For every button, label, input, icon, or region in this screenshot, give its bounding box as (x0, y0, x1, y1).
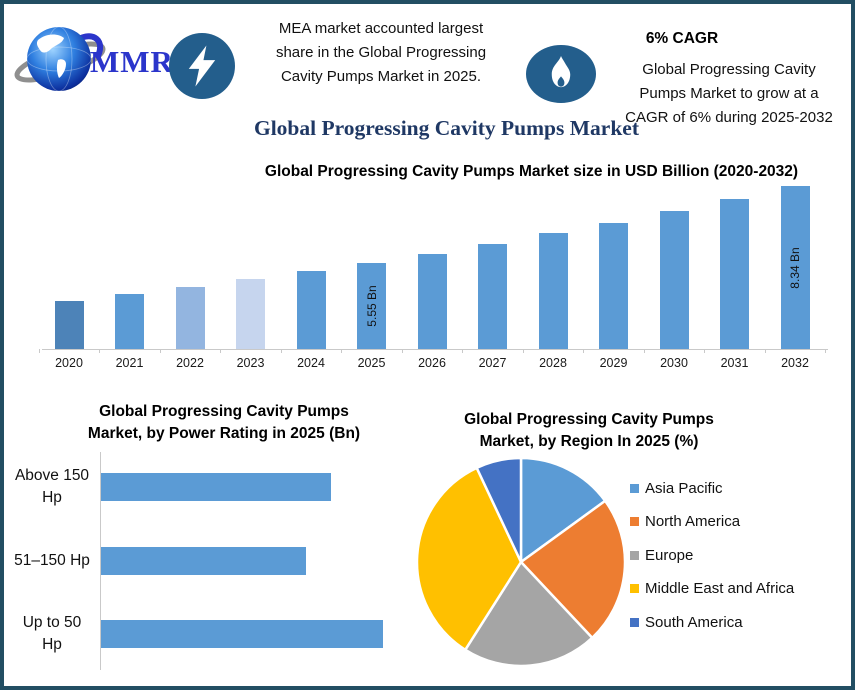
mmr-logo: MMR (14, 16, 174, 108)
bar-2028 (538, 233, 568, 349)
bar-value-label-2032: 8.34 Bn (788, 246, 802, 289)
main-chart-title: Global Progressing Cavity Pumps Market s… (264, 163, 799, 180)
x-label-2029: 2029 (599, 356, 628, 370)
legend-label: Middle East and Africa (645, 580, 795, 597)
pie-slice-north-america (519, 499, 627, 640)
flame-icon (551, 56, 571, 88)
legend-label: Asia Pacific (645, 479, 723, 497)
power-chart-title: Global Progressing Cavity Pumps Market, … (87, 403, 361, 442)
x-label-2025: 2025 (357, 356, 386, 370)
legend-label: South America (645, 613, 743, 631)
main-chart-x-axis (42, 349, 828, 350)
legend-item-middle-east-and-africa: Middle East and Africa (630, 580, 794, 598)
cagr-text: Global Progressing Cavity Pumps Market t… (625, 61, 833, 126)
legend-item-south-america: South America (630, 613, 743, 631)
bar-value-label-2025: 5.55 Bn (364, 285, 379, 327)
x-label-2028: 2028 (539, 356, 567, 370)
pie-slice-asia-pacific (519, 456, 607, 564)
h-bar-label-1: Above 150 Hp (14, 467, 90, 506)
legend-swatch (630, 483, 639, 493)
axis-tick (220, 349, 221, 353)
axis-tick (825, 349, 826, 353)
x-label-2027: 2027 (478, 356, 507, 370)
x-label-2026: 2026 (418, 356, 446, 370)
globe-icon (14, 26, 106, 92)
x-label-2023: 2023 (236, 356, 265, 370)
cagr-heading: 6% CAGR (645, 30, 719, 47)
axis-tick (643, 349, 645, 353)
h-bar-3 (101, 620, 383, 648)
logo-wordmark: MMR (90, 44, 174, 79)
bar-2027 (478, 243, 507, 349)
bar-2025 (357, 262, 386, 349)
x-label-2021: 2021 (115, 356, 144, 370)
bar-2024 (296, 271, 326, 349)
pie-slice-europe (464, 560, 594, 668)
x-label-2031: 2031 (720, 356, 749, 370)
x-label-2024: 2024 (297, 356, 325, 370)
legend-item-north-america: North America (630, 513, 740, 531)
axis-tick (462, 349, 463, 353)
legend-item-europe: Europe (630, 546, 693, 564)
axis-tick (280, 349, 282, 353)
axis-tick (341, 349, 342, 353)
legend-swatch (630, 517, 639, 526)
x-label-2020: 2020 (55, 356, 83, 370)
lightning-icon (188, 45, 216, 87)
h-bar-label-3: Up to 50 Hp (22, 614, 82, 653)
axis-tick (583, 349, 584, 353)
stat-mea-text: MEA market accounted largest share in th… (275, 20, 487, 85)
power-chart-y-axis (100, 452, 101, 670)
axis-tick (38, 349, 40, 353)
lightning-badge (169, 33, 235, 99)
pie-slice-south-america (475, 456, 523, 564)
pie-slice-middle-east-and-africa (415, 466, 523, 652)
region-pie (415, 456, 627, 668)
x-label-2022: 2022 (176, 356, 204, 370)
axis-tick (99, 349, 100, 353)
legend-swatch (630, 550, 639, 560)
axis-tick (704, 349, 705, 353)
axis-tick (522, 349, 524, 353)
bar-2030 (659, 210, 689, 349)
axis-tick (159, 349, 161, 353)
x-label-2032: 2032 (781, 356, 809, 370)
bar-2029 (599, 222, 628, 349)
bar-2023 (236, 279, 265, 349)
legend-item-asia-pacific: Asia Pacific (630, 479, 723, 497)
legend-label: Europe (645, 546, 694, 564)
legend-swatch (630, 584, 639, 593)
bar-2021 (115, 294, 144, 349)
bar-2026 (417, 253, 447, 349)
flame-badge (526, 45, 596, 103)
h-bar-1 (101, 473, 332, 501)
bar-2020 (54, 301, 84, 349)
region-chart-title: Global Progressing Cavity Pumps Market, … (464, 411, 714, 450)
h-bar-label-2: 51–150 Hp (14, 551, 90, 569)
page-title: Global Progressing Cavity Pumps Market (253, 116, 639, 140)
axis-tick (764, 349, 766, 353)
legend-label: North America (645, 513, 741, 530)
axis-tick (401, 349, 403, 353)
bar-2032 (780, 186, 810, 349)
legend-swatch (630, 617, 639, 627)
bar-2031 (720, 198, 749, 349)
bar-2022 (175, 287, 205, 349)
h-bar-2 (101, 546, 306, 575)
x-label-2030: 2030 (660, 356, 688, 370)
